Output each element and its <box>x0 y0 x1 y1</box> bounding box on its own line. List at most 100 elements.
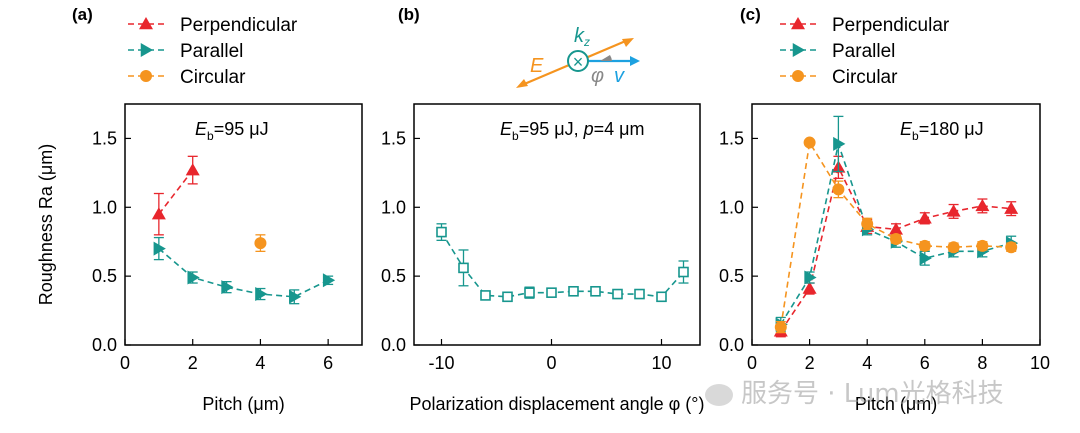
data-point <box>656 291 667 303</box>
data-point <box>568 285 579 297</box>
data-point <box>436 226 447 238</box>
series-0-1 <box>153 236 336 305</box>
data-point <box>612 288 623 300</box>
inset-e-label: E <box>530 55 544 77</box>
x-tick-label: 2 <box>188 353 198 373</box>
x-tick-label: 6 <box>323 353 333 373</box>
velocity-arrowhead <box>630 56 640 66</box>
data-point <box>634 288 645 300</box>
data-point <box>480 290 491 301</box>
data-point <box>889 222 903 235</box>
x-tick-label: 6 <box>920 353 930 373</box>
data-point <box>255 287 268 302</box>
data-point <box>774 321 787 334</box>
legend-label-0-0: Perpendicular <box>180 15 298 36</box>
panel-label: (b) <box>398 5 420 24</box>
data-point <box>918 239 931 252</box>
x-tick-label: 0 <box>747 353 757 373</box>
panel-label: (a) <box>72 5 93 24</box>
series-line <box>158 247 329 298</box>
x-tick-label: 4 <box>862 353 872 373</box>
x-axis-label: Pitch (μm) <box>202 394 284 414</box>
data-point <box>802 281 817 294</box>
legend-marker-0-2 <box>140 70 152 82</box>
series-line <box>780 140 1012 328</box>
data-point <box>919 251 932 266</box>
x-tick-label: 4 <box>255 353 265 373</box>
series-1-0 <box>436 223 689 303</box>
data-point <box>803 136 816 149</box>
y-tick-label: 1.5 <box>92 128 117 148</box>
inset-v-label: v <box>614 65 625 87</box>
x-axis-label: Polarization displacement angle φ (°) <box>409 394 704 414</box>
legend-marker-0-1 <box>140 43 153 57</box>
e-field-arrowhead-end <box>622 38 634 47</box>
data-point <box>151 207 166 220</box>
data-point <box>976 239 989 252</box>
data-point <box>947 241 960 254</box>
data-point <box>1005 241 1018 254</box>
legend-label-2-2: Circular <box>832 67 898 88</box>
watermark: 服务号 · Lum光格科技 <box>705 373 1075 411</box>
data-point <box>890 232 902 245</box>
data-point <box>546 287 557 298</box>
legend-marker-0-0 <box>139 17 153 30</box>
plot-annotation: Eb=95 μJ <box>195 119 269 143</box>
data-point <box>185 163 200 176</box>
data-point <box>153 241 166 256</box>
data-point <box>833 136 846 151</box>
y-axis-label: Roughness Ra (μm) <box>36 144 56 305</box>
x-tick-label: 10 <box>1030 353 1050 373</box>
x-tick-label: -10 <box>428 353 454 373</box>
series-line <box>440 231 685 298</box>
y-tick-label: 0.0 <box>381 335 406 355</box>
y-tick-label: 1.5 <box>719 128 744 148</box>
data-point <box>832 183 845 196</box>
y-tick-label: 1.5 <box>381 128 406 148</box>
legend-label-2-1: Parallel <box>832 41 895 62</box>
x-tick-label: 10 <box>651 353 671 373</box>
e-field-arrowhead-start <box>516 79 528 88</box>
data-point <box>187 270 200 285</box>
series-line <box>158 169 194 215</box>
wechat-icon <box>705 383 733 406</box>
x-tick-label: 0 <box>120 353 130 373</box>
kz-circle <box>567 50 589 72</box>
panel-label: (c) <box>740 5 761 24</box>
x-tick-label: 8 <box>977 353 987 373</box>
series-0-0 <box>151 155 200 236</box>
x-tick-label: 2 <box>805 353 815 373</box>
data-point <box>946 204 961 217</box>
data-point <box>322 273 336 288</box>
legend-label-0-2: Circular <box>180 67 246 88</box>
y-tick-label: 1.0 <box>381 197 406 217</box>
y-tick-label: 1.0 <box>719 197 744 217</box>
inset-k-label: kz <box>574 25 590 49</box>
x-tick-label: 0 <box>546 353 556 373</box>
y-tick-label: 0.0 <box>719 335 744 355</box>
legend-marker-2-0 <box>791 17 805 30</box>
y-tick-label: 1.0 <box>92 197 117 217</box>
data-point <box>804 270 817 285</box>
watermark-text: 服务号 · Lum光格科技 <box>741 379 1004 409</box>
legend-label-0-1: Parallel <box>180 41 243 62</box>
data-point <box>590 285 601 297</box>
data-point <box>678 266 689 278</box>
y-tick-label: 0.5 <box>381 266 406 286</box>
series-0-2 <box>254 234 267 253</box>
plot-frame <box>413 103 701 346</box>
plot-frame <box>124 103 363 346</box>
x-axis-label: Pitch (μm) <box>855 394 937 414</box>
legend-marker-2-1 <box>792 43 805 57</box>
data-point <box>975 198 990 212</box>
y-tick-label: 0.5 <box>92 266 117 286</box>
data-point <box>221 280 234 295</box>
plot-annotation: Eb=180 μJ <box>900 119 984 143</box>
polarization-inset: kz <box>516 25 640 88</box>
y-tick-label: 0.0 <box>92 335 117 355</box>
data-point <box>1004 201 1019 214</box>
data-point <box>289 289 302 304</box>
plot-frame <box>751 103 1041 346</box>
legend-marker-2-2 <box>792 70 804 82</box>
